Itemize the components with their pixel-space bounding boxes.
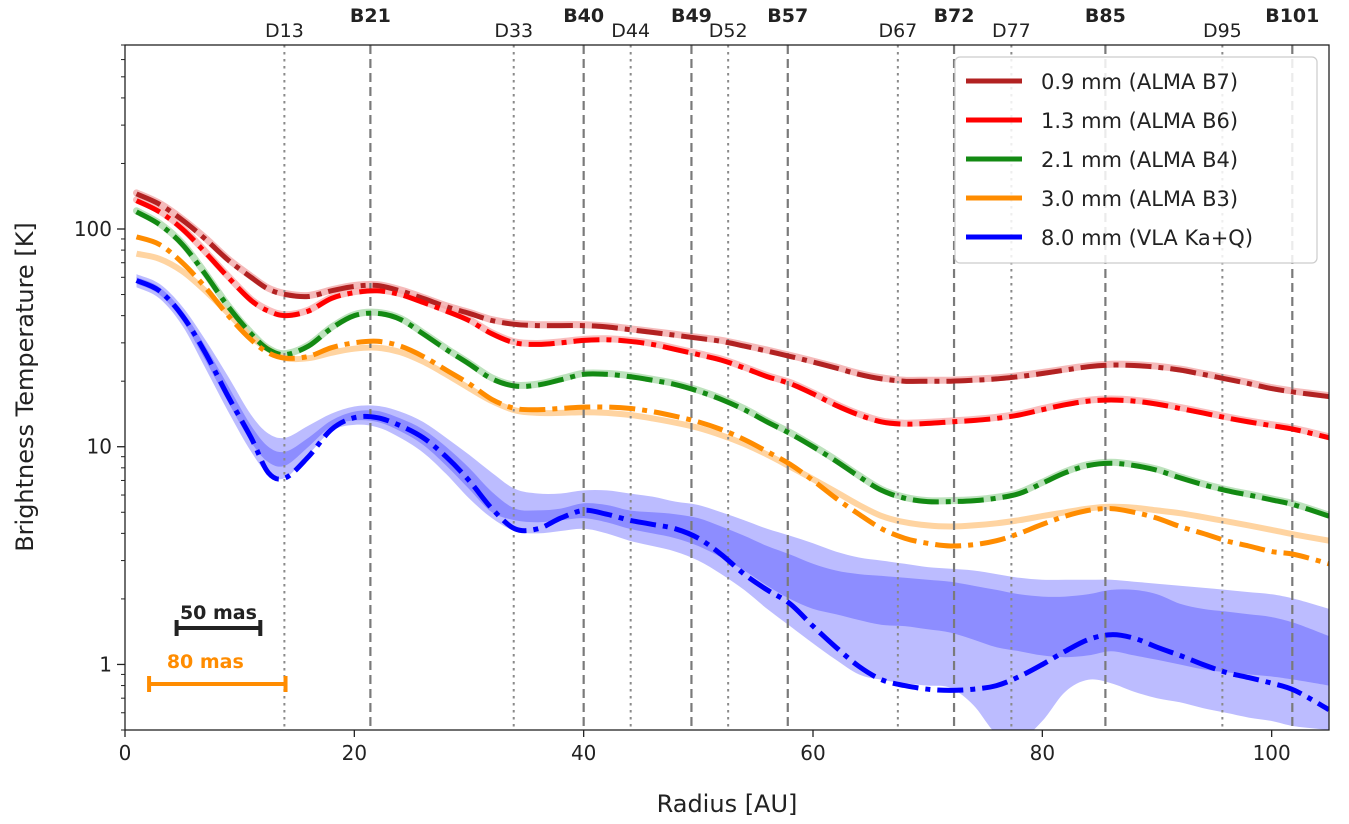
ring-label-d95: D95 [1203,20,1242,42]
legend-label-2: 1.3 mm (ALMA B6) [1041,109,1238,133]
series-line-1 [135,191,1329,400]
ring-label-b101: B101 [1265,5,1319,27]
x-axis-label: Radius [AU] [657,790,798,818]
ring-label-d67: D67 [878,20,917,42]
ring-label-d52: D52 [709,20,748,42]
x-tick-label-40: 40 [571,741,596,765]
x-tick-label-20: 20 [342,741,367,765]
legend-label-1: 0.9 mm (ALMA B7) [1041,70,1238,94]
legend-label-4: 3.0 mm (ALMA B3) [1041,187,1238,211]
ring-label-d33: D33 [494,20,533,42]
x-tick-label-60: 60 [800,741,825,765]
legend-box [954,56,1318,264]
y-tick-label-100: 100 [74,217,112,241]
y-axis-label: Brightness Temperature [K] [11,222,39,552]
x-tick-label-80: 80 [1030,741,1055,765]
ring-label-b57: B57 [767,5,808,27]
series-line-2 [135,198,1329,441]
y-tick-label-1: 1 [99,652,112,676]
axes-ticks: 0 20 40 60 80 100 1 10 100 [74,44,1291,765]
ring-label-b72: B72 [934,5,975,27]
legend-label-5: 8.0 mm (VLA Ka+Q) [1041,226,1253,250]
ring-label-d44: D44 [611,20,650,42]
x-tick-label-0: 0 [119,741,132,765]
ring-label-b21: B21 [350,5,391,27]
beam-scale-bars: 50 mas 80 mas [147,602,288,692]
ring-label-b40: B40 [563,5,604,27]
ring-label-d77: D77 [992,20,1031,42]
blue-inner-band [136,277,1329,686]
legend: 0.9 mm (ALMA B7) 1.3 mm (ALMA B6) 2.1 mm (… [954,56,1318,264]
ring-label-d13: D13 [265,20,304,42]
y-tick-label-10: 10 [87,435,112,459]
plot-frame [124,44,1330,731]
scale-bar-label-1: 50 mas [180,602,257,624]
legend-label-3: 2.1 mm (ALMA B4) [1041,148,1238,172]
series-line-4 [135,234,1329,567]
series-line-5 [135,278,1329,712]
ring-label-b85: B85 [1085,5,1126,27]
ring-label-b49: B49 [671,5,712,27]
x-tick-label-100: 100 [1253,741,1291,765]
scale-bar-label-2: 80 mas [167,651,244,673]
series-line-3 [135,209,1329,519]
data-series [135,191,1329,712]
